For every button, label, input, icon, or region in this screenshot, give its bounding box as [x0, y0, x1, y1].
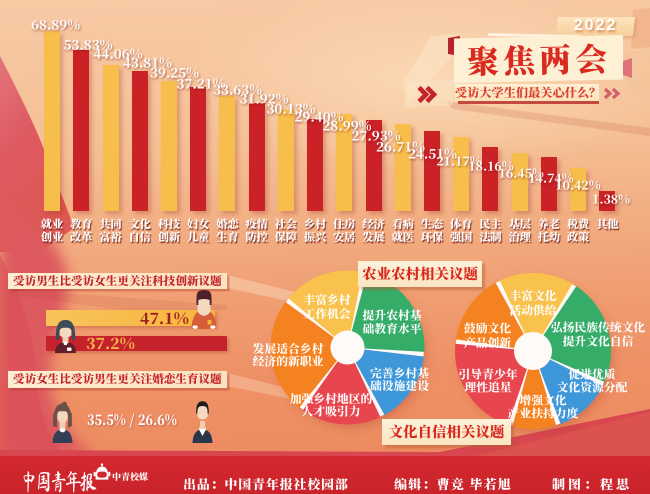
- svg-text:鼓励文化产品创新: 鼓励文化产品创新: [464, 320, 511, 351]
- svg-text:弘扬民族传统文化提升文化自信: 弘扬民族传统文化提升文化自信: [551, 319, 646, 350]
- svg-text:丰富文化活动供给: 丰富文化活动供给: [509, 287, 556, 318]
- svg-text:丰富乡村工作机会: 丰富乡村工作机会: [303, 291, 350, 322]
- svg-text:提升农村基础教育水平: 提升农村基础教育水平: [363, 306, 422, 337]
- svg-text:加强乡村地区的人才吸引力: 加强乡村地区的人才吸引力: [290, 390, 373, 420]
- svg-text:引导青少年理性追星: 引导青少年理性追星: [459, 366, 518, 396]
- svg-text:促进优质文化资源分配: 促进优质文化资源分配: [557, 366, 628, 396]
- svg-text:增强文化产业扶持力度: 增强文化产业扶持力度: [508, 391, 579, 421]
- svg-text:发展适合乡村经济的新职业: 发展适合乡村经济的新职业: [253, 340, 324, 370]
- svg-text:完善乡村基础设施建设: 完善乡村基础设施建设: [370, 365, 429, 395]
